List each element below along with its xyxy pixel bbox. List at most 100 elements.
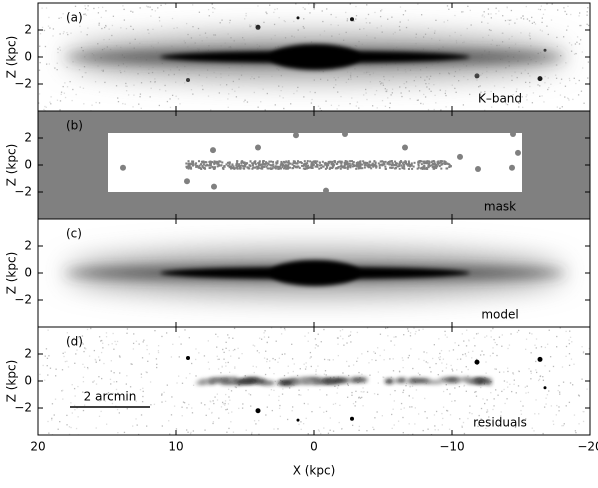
noise [446,5,449,7]
noise [48,432,50,434]
noise [283,20,285,22]
mask-pixel [334,167,337,170]
noise [90,327,92,330]
noise [140,414,143,416]
annotation: mask [484,200,516,214]
noise [486,409,489,411]
noise [399,86,401,88]
mask-pixel [278,166,281,169]
noise [438,357,440,359]
noise [138,103,140,105]
mask-pixel [351,160,354,163]
noise [448,350,451,352]
noise [444,92,446,95]
mask-pixel [401,162,404,165]
noise [346,360,348,363]
noise [76,349,78,351]
noise [260,101,262,103]
noise [490,13,492,15]
mask-pixel [315,163,318,166]
noise [520,32,522,34]
noise [214,396,216,398]
y-axis-label: Z (kpc) [5,252,19,295]
noise [466,27,468,30]
noise [66,414,68,417]
noise [227,98,229,100]
noise [139,93,142,95]
noise [141,357,144,359]
noise [39,373,41,376]
mask-pixel [252,162,255,165]
mask-pixel [403,165,406,168]
mask-pixel [375,166,378,169]
noise [454,31,456,34]
mask-pixel [275,162,278,165]
noise [329,429,331,431]
noise [319,389,321,391]
noise [264,109,266,111]
noise [459,358,462,360]
noise [363,27,365,30]
noise [300,428,302,431]
noise [75,427,78,430]
mask-pixel [318,164,321,167]
noise [286,418,289,421]
noise [98,336,101,338]
mask-pixel [211,161,214,164]
mask-pixel [332,165,335,168]
noise [102,342,104,344]
noise [56,62,58,64]
y-tick-label: 0 [24,266,32,280]
mask-blob [293,132,299,139]
mask-pixel [374,165,377,168]
noise [323,358,326,361]
noise [101,377,103,380]
noise [440,349,443,352]
mask-pixel [370,164,373,167]
noise [506,381,508,383]
noise [216,355,218,357]
noise [219,84,222,86]
noise [409,98,411,100]
noise [272,357,274,360]
mask-pixel [359,161,362,164]
noise [245,15,247,17]
noise [345,81,347,84]
noise [81,76,84,78]
noise [572,98,574,101]
noise [48,355,50,357]
noise [412,433,414,435]
noise [480,407,483,410]
noise [45,348,48,350]
noise [402,416,404,419]
noise [363,382,366,384]
noise [313,8,315,10]
noise [77,336,80,338]
noise [388,106,391,109]
noise [51,403,54,405]
noise [177,375,180,377]
mask-pixel [398,167,401,170]
noise [512,94,514,96]
noise [424,397,426,400]
mask-pixel [348,164,351,167]
noise [462,421,465,424]
noise [351,394,353,396]
x-tick-label: 10 [168,440,183,454]
mask-pixel [228,163,231,166]
noise [287,372,289,374]
noise [503,388,505,391]
noise [432,357,434,360]
noise [389,358,391,360]
mask-pixel [328,167,331,170]
mask-pixel [237,165,240,168]
noise [511,35,513,38]
mask-pixel [410,164,413,167]
mask-pixel [331,167,334,170]
noise [407,19,409,21]
noise [369,81,372,83]
noise [465,355,467,357]
noise [234,90,236,92]
noise [214,8,216,10]
noise [302,422,305,425]
